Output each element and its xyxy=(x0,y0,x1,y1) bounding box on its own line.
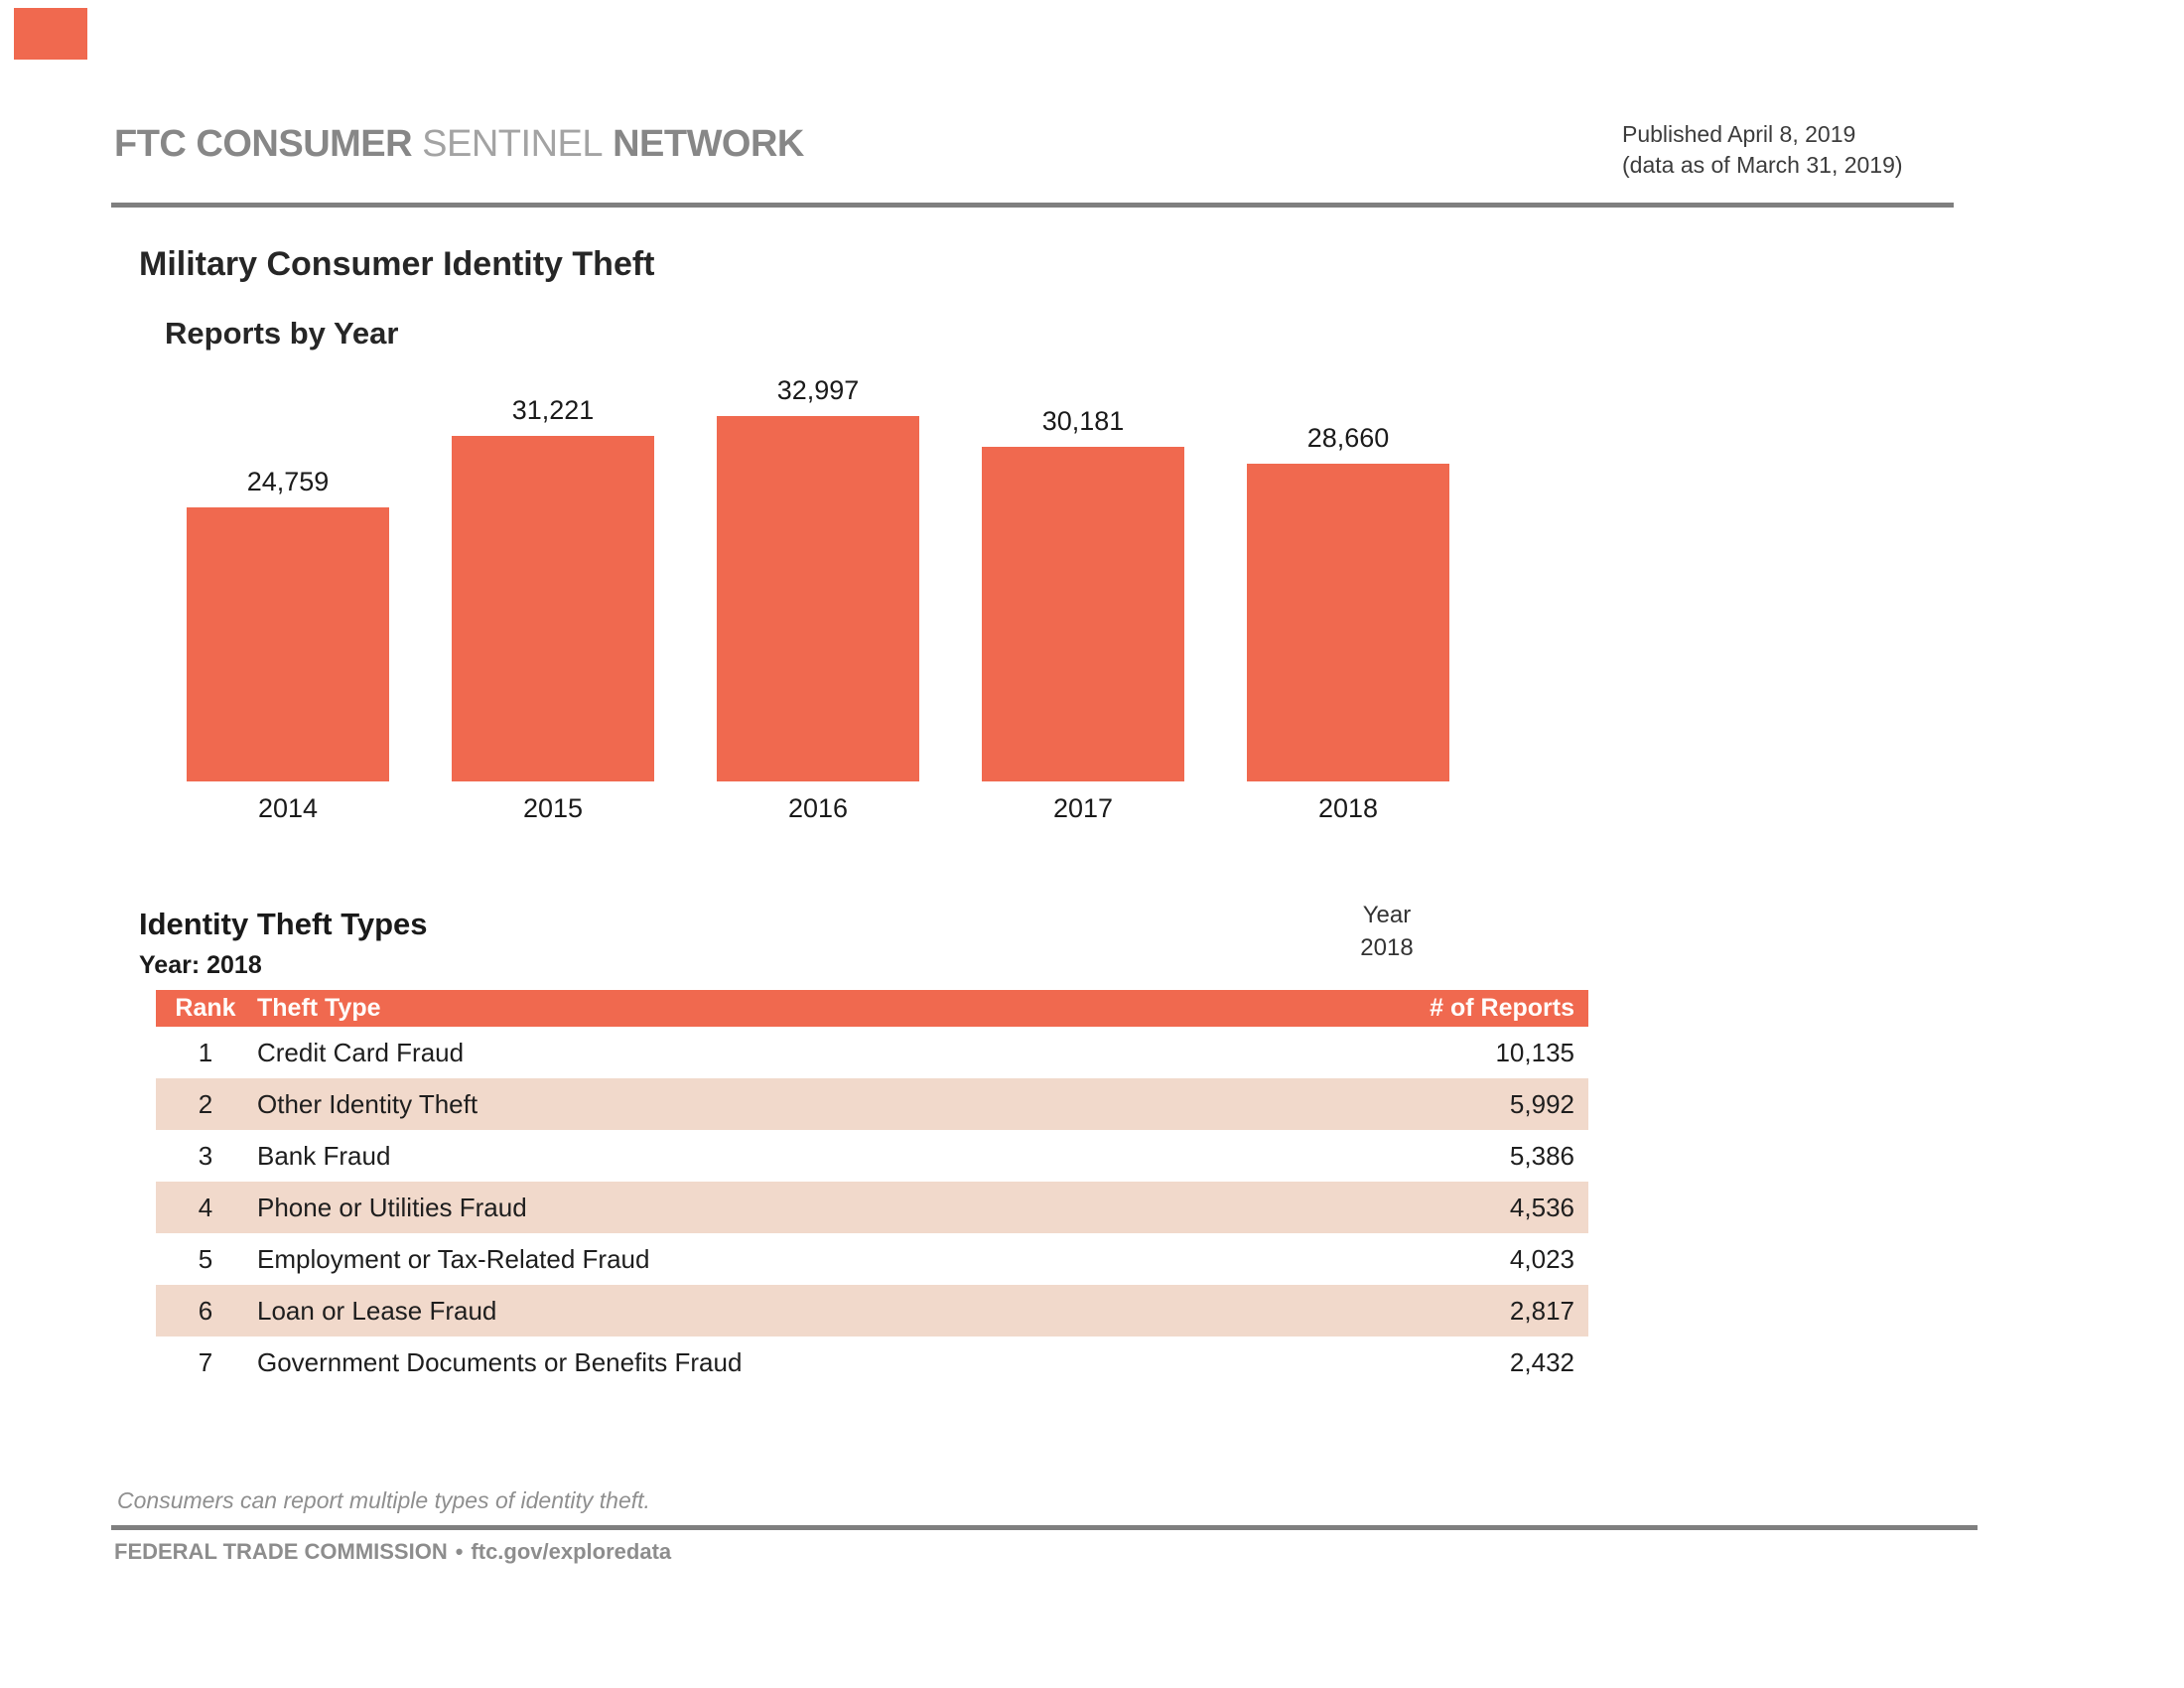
brand-part-sentinel: SENTINEL xyxy=(422,123,603,165)
bar-value-label-2016: 32,997 xyxy=(776,375,860,405)
bar-value-label-2017: 30,181 xyxy=(1041,406,1125,436)
table-section-title: Identity Theft Types xyxy=(139,907,428,941)
cell-reports-row-1: 10,135 xyxy=(1495,1037,1574,1067)
table-body: 1 Credit Card Fraud 10,135 2 Other Identity … xyxy=(156,1027,1588,1388)
x-tick-2018: 2018 xyxy=(1317,793,1379,823)
table-section-year: Year: 2018 xyxy=(139,951,262,979)
column-header-theft-type: Theft Type xyxy=(257,994,381,1022)
cell-rank-row-4: 4 xyxy=(198,1192,213,1222)
bar-group-2014: 24,759 xyxy=(187,467,389,781)
footer: FEDERAL TRADE COMMISSION • ftc.gov/explore… xyxy=(114,1539,671,1565)
bar-2015 xyxy=(452,436,654,781)
year-filter-control[interactable]: Year 2018 xyxy=(1320,899,1453,964)
footer-link[interactable]: ftc.gov/exploredata xyxy=(471,1539,672,1564)
table-row-3: 3 Bank Fraud 5,386 xyxy=(156,1130,1588,1182)
footer-org: FEDERAL TRADE COMMISSION xyxy=(114,1539,448,1564)
bar-2016 xyxy=(717,416,919,781)
published-date-block: Published April 8, 2019 (data as of Marc… xyxy=(1622,119,1903,181)
year-filter-label: Year xyxy=(1362,902,1412,928)
column-header-rank: Rank xyxy=(175,994,236,1022)
bar-group-2015: 31,221 xyxy=(452,395,654,781)
x-tick-2016: 2016 xyxy=(787,793,849,823)
cell-reports-row-3: 5,386 xyxy=(1509,1140,1574,1171)
cell-reports-row-7: 2,432 xyxy=(1509,1346,1574,1377)
cell-type-row-7: Government Documents or Benefits Fraud xyxy=(257,1346,743,1377)
chart-title: Reports by Year xyxy=(165,316,399,351)
bar-group-2017: 30,181 xyxy=(982,406,1184,781)
bar-group-2016: 32,997 xyxy=(717,375,919,781)
table-row-7: 7 Government Documents or Benefits Fraud 2… xyxy=(156,1336,1588,1388)
cell-type-row-4: Phone or Utilities Fraud xyxy=(257,1192,527,1222)
cell-rank-row-3: 3 xyxy=(198,1140,213,1171)
cell-rank-row-2: 2 xyxy=(198,1088,213,1119)
cell-rank-row-5: 5 xyxy=(198,1243,213,1274)
table-row-4: 4 Phone or Utilities Fraud 4,536 xyxy=(156,1182,1588,1233)
bar-value-label-2018: 28,660 xyxy=(1306,423,1390,453)
bar-2017 xyxy=(982,447,1184,781)
cell-rank-row-6: 6 xyxy=(198,1295,213,1326)
cell-reports-row-4: 4,536 xyxy=(1509,1192,1574,1222)
cell-type-row-3: Bank Fraud xyxy=(257,1140,391,1171)
published-line2: (data as of March 31, 2019) xyxy=(1622,152,1903,178)
cell-type-row-2: Other Identity Theft xyxy=(257,1088,478,1119)
brand-title: FTC CONSUMER SENTINEL NETWORK xyxy=(114,123,804,166)
x-tick-2017: 2017 xyxy=(1052,793,1114,823)
cell-type-row-6: Loan or Lease Fraud xyxy=(257,1295,497,1326)
table-row-5: 5 Employment or Tax-Related Fraud 4,023 xyxy=(156,1233,1588,1285)
x-tick-2015: 2015 xyxy=(522,793,584,823)
footer-divider xyxy=(111,1525,1978,1530)
cell-reports-row-2: 5,992 xyxy=(1509,1088,1574,1119)
bar-value-label-2014: 24,759 xyxy=(246,467,330,496)
bar-2018 xyxy=(1247,464,1449,781)
table-row-2: 2 Other Identity Theft 5,992 xyxy=(156,1078,1588,1130)
x-axis-labels: 2014 2015 2016 2017 2018 xyxy=(187,793,1449,824)
table-row-6: 6 Loan or Lease Fraud 2,817 xyxy=(156,1285,1588,1336)
brand-part-ftc-consumer: FTC CONSUMER xyxy=(114,123,413,165)
cell-rank-row-7: 7 xyxy=(198,1346,213,1377)
cell-type-row-5: Employment or Tax-Related Fraud xyxy=(257,1243,650,1274)
footnote: Consumers can report multiple types of i… xyxy=(117,1487,650,1513)
published-line1: Published April 8, 2019 xyxy=(1622,121,1856,147)
brand-part-network: NETWORK xyxy=(613,123,804,165)
column-header-num-reports: # of Reports xyxy=(1430,994,1574,1022)
table-row-1: 1 Credit Card Fraud 10,135 xyxy=(156,1027,1588,1078)
cell-reports-row-6: 2,817 xyxy=(1509,1295,1574,1326)
cell-reports-row-5: 4,023 xyxy=(1509,1243,1574,1274)
bar-group-2018: 28,660 xyxy=(1247,423,1449,781)
year-filter-value[interactable]: 2018 xyxy=(1360,934,1414,961)
bar-2014 xyxy=(187,507,389,781)
page-title: Military Consumer Identity Theft xyxy=(139,245,655,283)
cell-rank-row-1: 1 xyxy=(198,1037,213,1067)
brand-square-icon xyxy=(14,8,87,60)
cell-type-row-1: Credit Card Fraud xyxy=(257,1037,465,1067)
bar-value-label-2015: 31,221 xyxy=(511,395,595,425)
x-tick-2014: 2014 xyxy=(257,793,319,823)
header-divider xyxy=(111,203,1954,208)
table-header-row: Rank Theft Type # of Reports xyxy=(156,990,1588,1027)
footer-bullet: • xyxy=(455,1539,464,1564)
bar-chart: 24,759 31,221 32,997 30,181 28,660 xyxy=(187,354,1449,781)
theft-types-table: Rank Theft Type # of Reports 1 Credit Car… xyxy=(156,990,1588,1388)
